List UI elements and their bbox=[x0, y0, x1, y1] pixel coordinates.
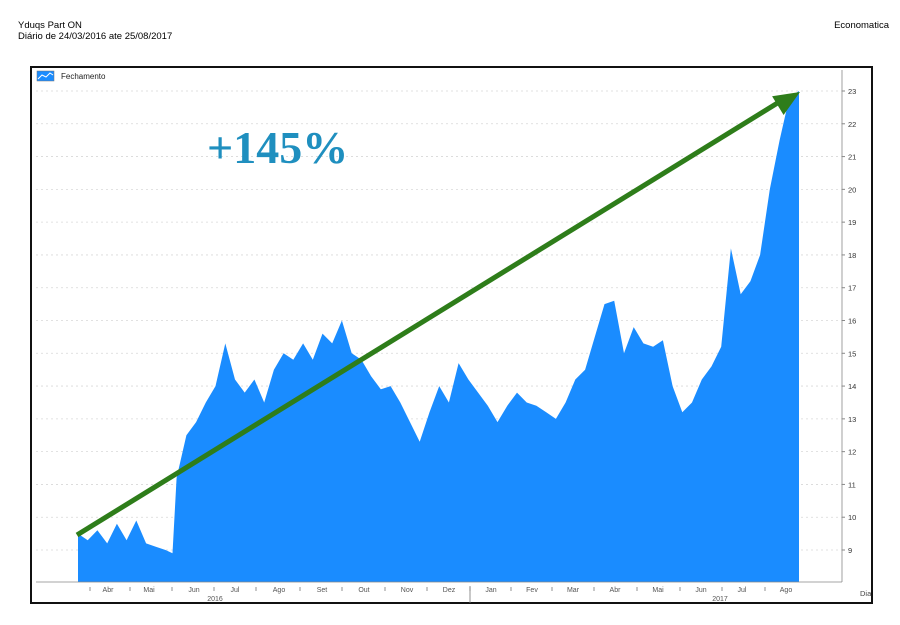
area-chart-icon bbox=[36, 70, 55, 82]
x-tick-label: Out bbox=[358, 587, 369, 594]
y-tick-label: 10 bbox=[848, 513, 856, 522]
x-tick-label: Jun bbox=[695, 587, 706, 594]
x-tick-label: Abr bbox=[103, 587, 115, 594]
x-tick-label: Jul bbox=[231, 587, 240, 594]
legend-label: Fechamento bbox=[61, 72, 106, 81]
area-chart-icon-line bbox=[37, 72, 54, 80]
y-tick-label: 21 bbox=[848, 153, 856, 162]
x-tick-label: Jun bbox=[188, 587, 199, 594]
x-tick-label: Fev bbox=[526, 587, 538, 594]
y-tick-label: 16 bbox=[848, 317, 856, 326]
y-tick-label: 17 bbox=[848, 284, 856, 293]
gain-annotation: +145% bbox=[207, 122, 348, 173]
legend: Fechamento bbox=[36, 70, 106, 82]
trend-arrow-head bbox=[772, 92, 800, 115]
area-series-fechamento bbox=[78, 91, 799, 582]
x-tick-label: Mai bbox=[143, 587, 155, 594]
x-tick-label: Jul bbox=[738, 587, 747, 594]
x-tick-label: Ago bbox=[780, 587, 793, 594]
axes: 9 10 11 12 13 14 15 16 17 18 19 20 21 22 23 Abr Mai Jun Ju… bbox=[36, 70, 856, 603]
x-tick-label: Jan bbox=[485, 587, 496, 594]
y-tick-label: 9 bbox=[848, 546, 852, 555]
x-tick-label: Nov bbox=[401, 587, 414, 594]
x-year-label: 2017 bbox=[712, 596, 728, 603]
y-tick-label: 15 bbox=[848, 349, 856, 358]
x-tick-label: Mar bbox=[567, 587, 580, 594]
y-tick-label: 12 bbox=[848, 448, 856, 457]
y-tick-label: 14 bbox=[848, 382, 856, 391]
y-tick-label: 19 bbox=[848, 218, 856, 227]
y-tick-label: 23 bbox=[848, 87, 856, 96]
x-tick-label: Mai bbox=[652, 587, 664, 594]
x-tick-label: Set bbox=[317, 587, 328, 594]
y-tick-label: 18 bbox=[848, 251, 856, 260]
y-tick-label: 20 bbox=[848, 185, 856, 194]
trend-arrow-shaft bbox=[75, 96, 786, 538]
y-tick-label: 11 bbox=[848, 480, 856, 489]
x-tick-label: Dez bbox=[443, 587, 456, 594]
y-tick-label: 13 bbox=[848, 415, 856, 424]
x-tick-label: Abr bbox=[610, 587, 622, 594]
brand-label: Economatica bbox=[834, 20, 889, 31]
date-range: Diário de 24/03/2016 ate 25/08/2017 bbox=[18, 31, 173, 42]
y-tick-label: 22 bbox=[848, 120, 856, 129]
security-name: Yduqs Part ON bbox=[18, 20, 82, 31]
x-tick-label: Ago bbox=[273, 587, 286, 594]
chart-header-title: Yduqs Part ON Diário de 24/03/2016 ate 2… bbox=[18, 20, 172, 42]
x-year-label: 2016 bbox=[207, 596, 223, 603]
trend-arrow bbox=[75, 92, 800, 538]
x-unit-label: Dia bbox=[860, 589, 872, 598]
